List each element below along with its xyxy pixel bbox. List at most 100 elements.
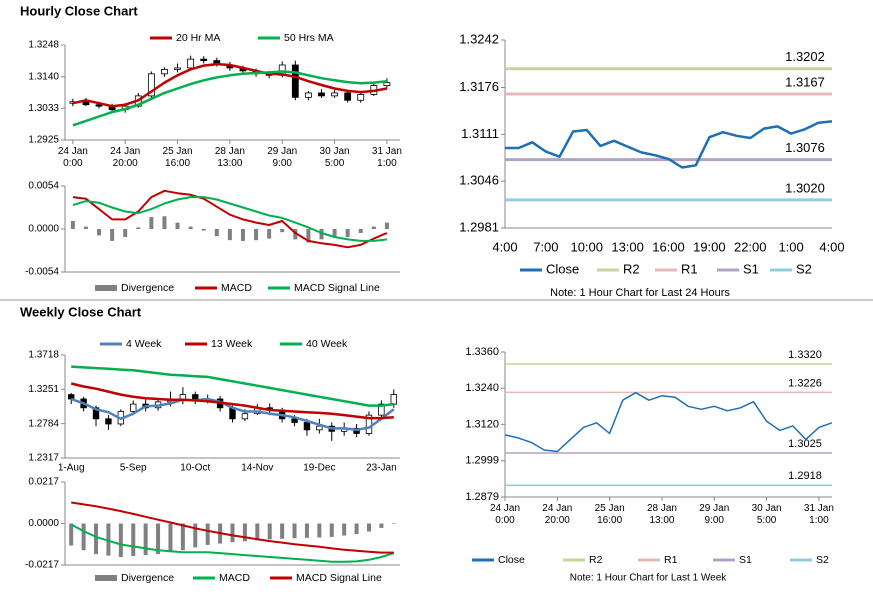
pivot-label: 1.3076: [785, 140, 825, 155]
divergence-bar: [97, 229, 102, 236]
x-tick-label: 4:00: [819, 239, 844, 254]
x-tick-label: 1:00: [778, 239, 803, 254]
candle-body: [95, 104, 103, 107]
divergence-bar: [162, 216, 167, 229]
x-tick-label: 25 Jan 16:00: [594, 503, 625, 526]
pivot-label: 1.3167: [785, 74, 825, 89]
candle-body: [161, 69, 168, 75]
y-tick-label: 1.3718: [28, 350, 59, 361]
legend-label: R2: [623, 261, 640, 276]
x-tick-label: 24 Jan 20:00: [542, 503, 573, 526]
legend-label: S2: [816, 554, 829, 566]
candle-body: [303, 422, 311, 431]
x-tick-label: 24 Jan 20:00: [542, 503, 573, 526]
legend-label: MACD: [219, 572, 250, 584]
y-tick-label: -0.0054: [25, 267, 59, 278]
x-tick-label: 10-Oct: [180, 463, 210, 474]
pivot-label: 1.3226: [788, 377, 822, 389]
y-tick-label: 1.3251: [28, 384, 59, 395]
x-tick-label: 25 Jan 16:00: [162, 146, 193, 169]
section-title: Hourly Close Chart: [20, 3, 138, 18]
y-tick-label: 1.3046: [459, 173, 499, 188]
macd-line: [72, 196, 388, 242]
x-tick-label: 30 Jan 5:00: [752, 503, 782, 526]
legend-label: Divergence: [121, 282, 174, 294]
divergence-bar: [267, 523, 272, 540]
divergence-bar: [267, 229, 272, 239]
macd-line: [71, 501, 394, 554]
divergence-bar: [342, 523, 347, 536]
legend-label: S2: [796, 261, 812, 276]
x-tick-label: 28 Jan 13:00: [215, 146, 245, 169]
x-tick-label: 31 Jan 1:00: [371, 146, 402, 169]
divergence-bar: [131, 523, 136, 557]
divergence-bar: [366, 523, 371, 532]
pivot-label: 1.2918: [788, 470, 822, 482]
x-tick-label: 22:00: [734, 239, 767, 254]
divergence-bar: [379, 523, 384, 528]
divergence-bar: [156, 523, 161, 555]
legend-label: 20 Hr MA: [176, 32, 220, 44]
divergence-bar: [293, 229, 298, 240]
x-tick-label: 7:00: [533, 239, 558, 254]
legend-label: MACD: [221, 282, 252, 294]
divergence-bar: [136, 227, 141, 229]
x-tick-label: 31 Jan 1:00: [803, 503, 834, 526]
candle-body: [390, 394, 397, 405]
legend-label: R1: [664, 554, 678, 566]
chart-note: Note: 1 Hour Chart for Last 24 Hours: [550, 287, 730, 299]
legend-label: 50 Hrs MA: [284, 32, 334, 44]
candle-body: [304, 92, 312, 98]
legend-label: 4 Week: [126, 338, 162, 350]
ma-line: [72, 62, 388, 108]
legend-label: R1: [681, 261, 698, 276]
candle-body: [82, 101, 90, 106]
y-tick-label: 1.2981: [459, 219, 499, 234]
close-line: [505, 120, 833, 169]
x-tick-label: 31 Jan 1:00: [803, 503, 834, 526]
divergence-bar: [240, 229, 245, 241]
divergence-bar: [292, 523, 297, 539]
ma-line: [71, 365, 394, 407]
divergence-bar: [123, 229, 128, 237]
macd-line: [72, 189, 388, 249]
legend-label: Close: [546, 261, 579, 276]
y-tick-label: 1.3140: [28, 71, 59, 82]
legend-label: S1: [743, 261, 759, 276]
legend-label: Close: [498, 554, 525, 566]
divergence-bar: [345, 229, 350, 237]
x-tick-label: 29 Jan 9:00: [699, 503, 729, 526]
x-tick-label: 25 Jan 16:00: [594, 503, 625, 526]
candle-body: [130, 403, 137, 412]
ma-line: [72, 70, 388, 127]
candle-body: [316, 425, 323, 431]
legend-label: R2: [589, 554, 603, 566]
x-tick-label: 13:00: [611, 239, 644, 254]
divergence-bar: [255, 523, 260, 541]
y-tick-label: 1.3176: [459, 79, 499, 94]
divergence-bar: [175, 222, 180, 229]
legend-label: MACD Signal Line: [294, 282, 380, 294]
candle-body: [187, 58, 195, 69]
x-tick-label: 25 Jan 16:00: [162, 146, 193, 169]
candle-body: [68, 394, 75, 400]
divergence-bar: [180, 523, 185, 551]
x-tick-label: 24 Jan 20:00: [110, 146, 141, 169]
x-tick-label: 30 Jan 5:00: [319, 146, 350, 169]
y-tick-label: 1.2879: [465, 491, 499, 503]
pivot-label: 1.3202: [785, 49, 825, 64]
divergence-bar: [201, 229, 206, 231]
divergence-bar: [70, 221, 75, 229]
y-tick-label: 1.2999: [465, 455, 499, 467]
x-tick-label: 30 Jan 5:00: [319, 146, 350, 169]
candle-body: [291, 418, 298, 423]
divergence-bar: [280, 229, 285, 233]
x-tick-label: 24 Jan 0:00: [58, 146, 88, 169]
pivot-label: 1.3025: [788, 438, 822, 450]
divergence-bar: [143, 523, 148, 556]
divergence-bar: [329, 523, 334, 537]
close-line: [504, 391, 833, 453]
x-tick-label: 23-Jan: [366, 463, 397, 474]
divergence-bar: [319, 229, 324, 240]
